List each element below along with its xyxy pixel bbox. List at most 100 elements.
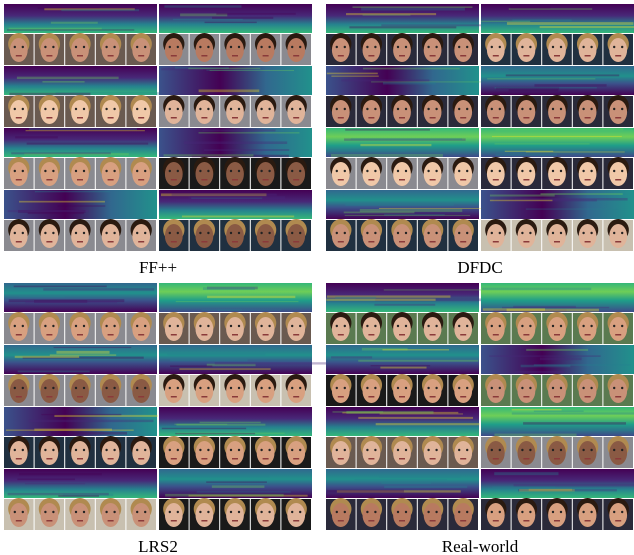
face bbox=[393, 317, 411, 341]
mouth bbox=[16, 458, 22, 460]
eye bbox=[552, 325, 554, 327]
heatmap-streak bbox=[352, 6, 472, 8]
heatmap-streak bbox=[218, 310, 282, 311]
face bbox=[609, 379, 627, 403]
heatmap-streak bbox=[205, 22, 257, 23]
face bbox=[424, 503, 442, 527]
heatmap-streak bbox=[344, 212, 415, 214]
heatmap-streak bbox=[19, 296, 65, 297]
eye bbox=[397, 108, 399, 110]
face bbox=[393, 38, 411, 62]
panel-label: DFDC bbox=[457, 258, 502, 277]
heatmap-strip bbox=[4, 190, 157, 219]
eye bbox=[299, 325, 301, 327]
eye bbox=[397, 232, 399, 234]
eye bbox=[177, 387, 179, 389]
mouth bbox=[585, 179, 591, 181]
eye bbox=[344, 449, 346, 451]
eye bbox=[344, 46, 346, 48]
heatmap-streak bbox=[170, 359, 247, 362]
eye bbox=[169, 170, 171, 172]
eye bbox=[238, 449, 240, 451]
mouth bbox=[263, 334, 269, 336]
heatmap-streak bbox=[512, 409, 562, 410]
face bbox=[454, 317, 472, 341]
eye bbox=[427, 46, 429, 48]
mouth bbox=[263, 396, 269, 398]
face bbox=[10, 162, 28, 186]
heatmap-streak bbox=[534, 410, 584, 411]
eye bbox=[491, 232, 493, 234]
eye bbox=[14, 46, 16, 48]
face bbox=[132, 503, 150, 527]
eye bbox=[291, 449, 293, 451]
eye bbox=[75, 232, 77, 234]
eye bbox=[199, 46, 201, 48]
heatmap-streak bbox=[165, 494, 284, 497]
mouth bbox=[232, 179, 238, 181]
eye bbox=[44, 232, 46, 234]
face bbox=[102, 38, 120, 62]
mouth bbox=[138, 458, 144, 460]
mouth bbox=[615, 334, 621, 336]
face bbox=[196, 38, 214, 62]
face bbox=[332, 441, 350, 465]
mouth bbox=[460, 241, 466, 243]
face bbox=[165, 100, 183, 124]
eye bbox=[144, 108, 146, 110]
eye bbox=[113, 387, 115, 389]
mouth bbox=[108, 396, 114, 398]
eye bbox=[590, 232, 592, 234]
face bbox=[165, 503, 183, 527]
eye bbox=[613, 232, 615, 234]
mouth bbox=[77, 55, 83, 57]
eye bbox=[22, 108, 24, 110]
eye bbox=[136, 325, 138, 327]
eye bbox=[466, 325, 468, 327]
face bbox=[287, 162, 305, 186]
mouth bbox=[430, 179, 436, 181]
face bbox=[226, 162, 244, 186]
heatmap-streak bbox=[351, 138, 462, 139]
face bbox=[454, 441, 472, 465]
eye bbox=[22, 449, 24, 451]
eye bbox=[14, 511, 16, 513]
mouth bbox=[201, 458, 207, 460]
eye bbox=[435, 325, 437, 327]
heatmap-streak bbox=[379, 476, 460, 478]
mouth bbox=[523, 117, 529, 119]
face bbox=[257, 100, 275, 124]
mouth bbox=[460, 334, 466, 336]
heatmap-streak bbox=[331, 76, 378, 77]
face bbox=[487, 224, 505, 248]
eye bbox=[169, 46, 171, 48]
heatmap-streak bbox=[363, 14, 411, 15]
face bbox=[71, 100, 89, 124]
eye bbox=[113, 108, 115, 110]
heatmap-streak bbox=[17, 77, 119, 79]
eye bbox=[621, 46, 623, 48]
face bbox=[287, 224, 305, 248]
eye bbox=[499, 46, 501, 48]
mouth bbox=[201, 520, 207, 522]
eye bbox=[83, 108, 85, 110]
heatmap-strip bbox=[4, 345, 157, 374]
eye bbox=[336, 108, 338, 110]
eye bbox=[238, 46, 240, 48]
eye bbox=[177, 170, 179, 172]
face bbox=[287, 317, 305, 341]
eye bbox=[582, 449, 584, 451]
eye bbox=[521, 170, 523, 172]
eye bbox=[613, 325, 615, 327]
eye bbox=[374, 387, 376, 389]
face bbox=[196, 100, 214, 124]
eye bbox=[207, 325, 209, 327]
eye bbox=[169, 108, 171, 110]
eye bbox=[374, 170, 376, 172]
mouth bbox=[201, 55, 207, 57]
face bbox=[579, 38, 597, 62]
mouth bbox=[263, 520, 269, 522]
mouth bbox=[138, 117, 144, 119]
heatmap-streak bbox=[326, 299, 435, 301]
face bbox=[332, 224, 350, 248]
